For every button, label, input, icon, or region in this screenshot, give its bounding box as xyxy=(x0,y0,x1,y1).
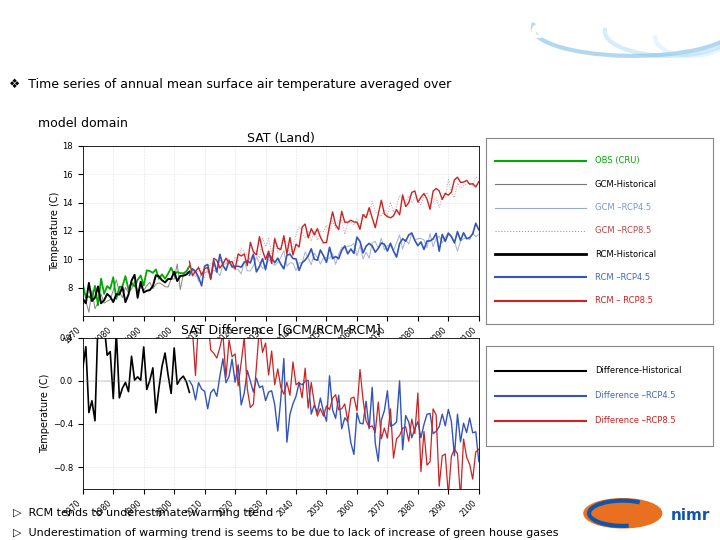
Y-axis label: Temperature (C): Temperature (C) xyxy=(40,374,50,453)
Title: SAT Difference [GCM/RCM-RCM]: SAT Difference [GCM/RCM-RCM] xyxy=(181,323,381,336)
Text: ▷  Underestimation of warming trend is seems to be due to lack of increase of gr: ▷ Underestimation of warming trend is se… xyxy=(13,528,559,538)
Text: GCM –RCP4.5: GCM –RCP4.5 xyxy=(595,203,651,212)
Title: SAT (Land): SAT (Land) xyxy=(247,132,315,145)
Text: model domain: model domain xyxy=(37,117,127,130)
Text: RCM – RCP8.5: RCM – RCP8.5 xyxy=(595,296,653,305)
Text: Climate change projection: Temperature: Climate change projection: Temperature xyxy=(9,19,546,43)
Text: OBS (CRU): OBS (CRU) xyxy=(595,157,639,165)
Text: ▷  RCM tends to underestimate warming trend: ▷ RCM tends to underestimate warming tre… xyxy=(13,508,273,518)
Text: RCM-Historical: RCM-Historical xyxy=(595,249,656,259)
Text: nimr: nimr xyxy=(671,508,710,523)
Text: GCM –RCP8.5: GCM –RCP8.5 xyxy=(595,226,651,235)
Text: ❖  Time series of annual mean surface air temperature averaged over: ❖ Time series of annual mean surface air… xyxy=(9,78,451,91)
Text: GCM-Historical: GCM-Historical xyxy=(595,180,657,189)
Y-axis label: Temperature (C): Temperature (C) xyxy=(50,191,60,271)
Text: Difference –RCP4.5: Difference –RCP4.5 xyxy=(595,391,675,400)
Text: Difference-Historical: Difference-Historical xyxy=(595,366,681,375)
Text: Difference –RCP8.5: Difference –RCP8.5 xyxy=(595,416,675,425)
Circle shape xyxy=(584,499,662,528)
Text: RCM –RCP4.5: RCM –RCP4.5 xyxy=(595,273,650,282)
